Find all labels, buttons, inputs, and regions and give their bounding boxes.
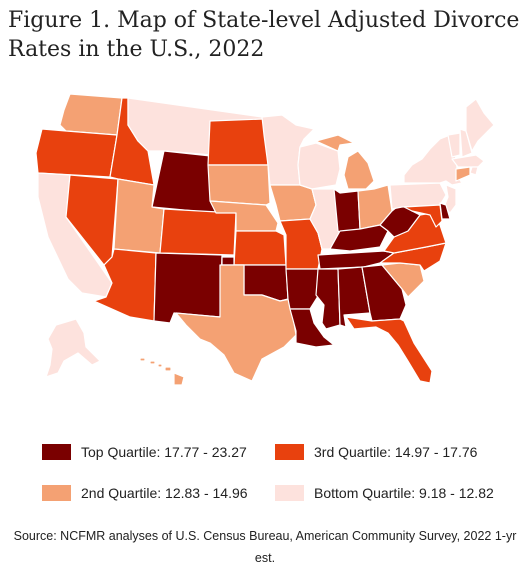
state-RI (469, 166, 479, 176)
state-CO (159, 208, 237, 256)
state-AK (45, 318, 101, 378)
legend-label-third: 3rd Quartile: 14.97 - 17.76 (314, 444, 478, 460)
state-IA (269, 184, 317, 222)
state-ND (207, 118, 269, 166)
state-NM (153, 252, 223, 324)
state-WI (297, 142, 341, 190)
state-NH (459, 128, 473, 158)
state-TX (175, 264, 297, 382)
state-KS (233, 230, 287, 266)
state-CT (455, 166, 471, 182)
legend-item-second: 2nd Quartile: 12.83 - 14.96 (42, 485, 248, 501)
state-MS (315, 268, 341, 330)
state-ME (465, 98, 495, 152)
legend-label-second: 2nd Quartile: 12.83 - 14.96 (81, 485, 248, 501)
us-state-map (35, 93, 495, 386)
state-IN (333, 188, 361, 236)
legend-swatch-bottom (275, 485, 304, 501)
state-MI (315, 134, 375, 190)
state-AR (285, 268, 321, 310)
state-WA (59, 93, 123, 136)
source-note: Source: NCFMR analyses of U.S. Census Bu… (13, 529, 517, 565)
state-HI (139, 357, 185, 386)
legend-label-top: Top Quartile: 17.77 - 23.27 (81, 444, 247, 460)
state-MD (403, 204, 443, 228)
state-NY (403, 134, 463, 186)
state-SD (207, 164, 271, 206)
legend-label-bottom: Bottom Quartile: 9.18 - 12.82 (314, 485, 494, 501)
state-NJ (443, 184, 457, 214)
state-VT (447, 132, 461, 158)
state-OR (35, 128, 118, 178)
legend-item-top: Top Quartile: 17.77 - 23.27 (42, 444, 247, 460)
state-MA (451, 154, 485, 168)
figure-title: Figure 1. Map of State-level Adjusted Di… (8, 8, 520, 62)
legend-swatch-third (275, 444, 304, 460)
state-FL (345, 316, 433, 384)
legend-swatch-top (42, 444, 71, 460)
legend-item-third: 3rd Quartile: 14.97 - 17.76 (275, 444, 477, 460)
state-LA (289, 308, 335, 348)
legend-item-bottom: Bottom Quartile: 9.18 - 12.82 (275, 485, 494, 501)
legend-swatch-second (42, 485, 71, 501)
